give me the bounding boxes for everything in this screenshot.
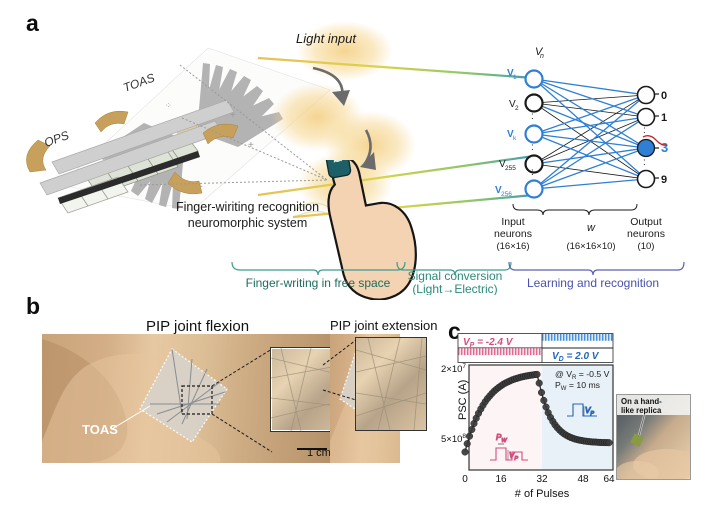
svg-text:16: 16 [495,474,507,485]
svg-text:255: 255 [505,165,516,172]
svg-text::: : [531,142,534,153]
svg-text:3: 3 [661,140,668,155]
svg-text:neurons: neurons [494,228,532,240]
svg-text:Signal conversion: Signal conversion [408,269,503,283]
svg-text:Light input: Light input [296,31,357,46]
svg-text:2: 2 [515,105,519,112]
svg-text:2×107: 2×107 [441,363,466,375]
svg-text::: : [531,111,534,122]
svg-text:OPS: OPS [42,128,71,150]
svg-text:⁘: ⁘ [165,101,172,110]
svg-text:1: 1 [513,74,517,81]
svg-text:# of Pulses: # of Pulses [515,488,570,500]
svg-text:0: 0 [661,90,667,102]
svg-text:(Light→Electric): (Light→Electric) [412,282,497,295]
svg-text:Output: Output [630,216,662,228]
svg-text:(16×16): (16×16) [496,241,529,252]
svg-text:32: 32 [536,474,548,485]
svg-text:(10): (10) [638,241,655,252]
svg-text:0: 0 [462,474,468,485]
svg-text:1: 1 [661,112,667,124]
svg-text:neurons: neurons [627,228,665,240]
svg-text:n: n [540,53,544,60]
svg-text::: : [531,167,534,178]
svg-text:like replica: like replica [621,406,662,415]
svg-text:256: 256 [501,191,512,198]
svg-text:Learning and recognition: Learning and recognition [527,276,659,290]
svg-text:TOAS: TOAS [121,71,156,95]
svg-text:w: w [587,222,596,234]
svg-text:k: k [513,135,517,142]
svg-text:64: 64 [603,474,615,485]
svg-text:Input: Input [501,216,524,228]
svg-text:9: 9 [661,174,667,186]
svg-text:On a hand-: On a hand- [621,397,662,406]
svg-text:TOAS: TOAS [82,422,118,437]
svg-text:5×108: 5×108 [441,433,466,445]
svg-text:PSC (A): PSC (A) [457,380,469,420]
svg-text::: : [643,125,646,136]
svg-text:Finger-writing in free space: Finger-writing in free space [246,276,391,290]
svg-text:(16×16×10): (16×16×10) [566,241,615,252]
svg-text:48: 48 [577,474,589,485]
svg-text::: : [643,157,646,168]
